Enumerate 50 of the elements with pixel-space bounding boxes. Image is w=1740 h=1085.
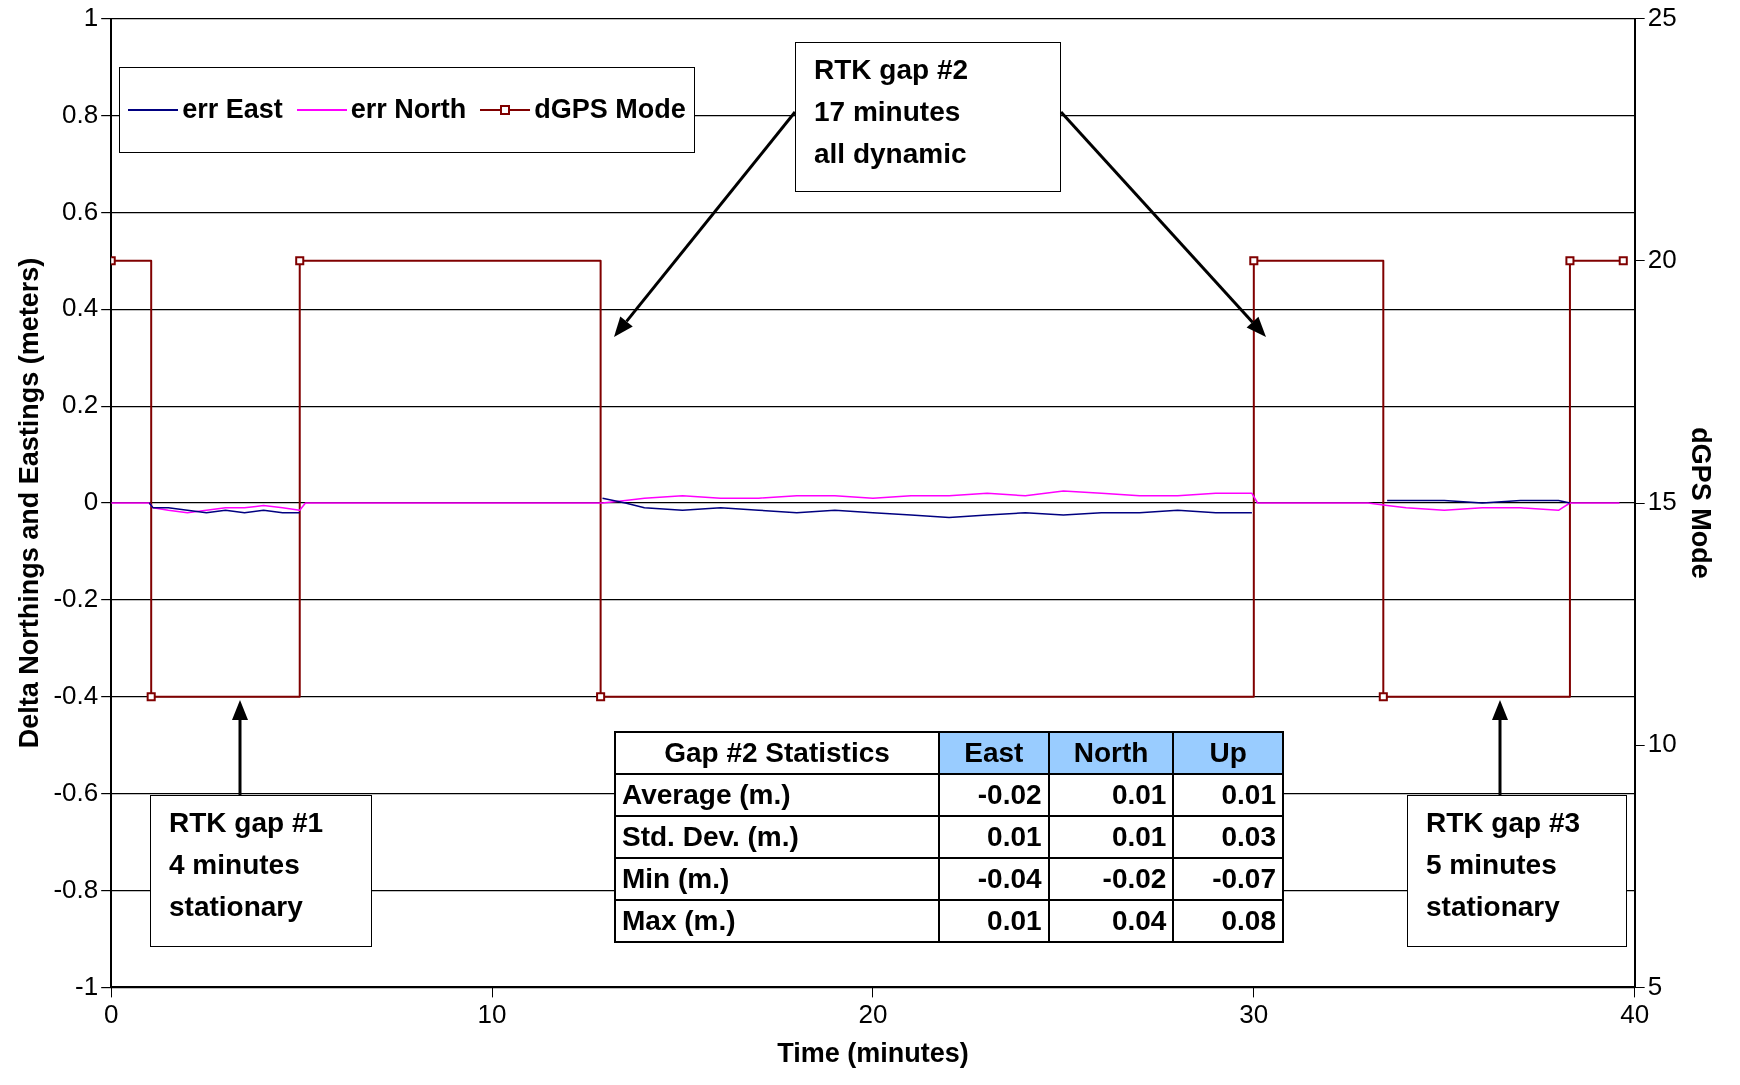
annotation: -0.02 [939,774,1049,816]
annotation: Up [1173,732,1283,774]
annotation: East [939,732,1049,774]
annotation: Std. Dev. (m.) [615,816,939,858]
text-box: RTK gap #3 5 minutes stationary [1407,795,1627,947]
y-tick-label: -0.8 [53,873,99,904]
y-tick-label: 0.8 [62,98,99,129]
legend-label: err East [182,94,283,126]
annotation: 0.08 [1173,900,1283,942]
y2-tick-label: 10 [1647,728,1677,759]
x-tick-label: 0 [103,999,119,1030]
y-tick-label: -1 [75,970,99,1001]
y-tick-label: -0.4 [53,679,99,710]
y-tick-label: 0.4 [62,292,99,323]
y2-tick-label: 20 [1647,243,1677,274]
y-tick-label: 0.2 [62,389,99,420]
annotation: North [1048,732,1174,774]
annotation: -0.02 [1048,858,1174,900]
x-tick-label: 20 [858,999,888,1030]
y-tick-label: -0.2 [53,583,99,614]
y-axis-title: Delta Northings and Eastings (meters) [13,257,44,749]
annotation: -0.07 [1173,858,1283,900]
y-tick-label: 0 [83,486,99,517]
legend-label: dGPS Mode [534,94,686,126]
annotation: 0.01 [939,816,1049,858]
x-tick-label: 40 [1620,999,1650,1030]
annotation: 0.01 [1048,774,1174,816]
x-axis-title: Time (minutes) [777,1038,969,1069]
annotation: 0.04 [1048,900,1174,942]
text-box: RTK gap #2 17 minutes all dynamic [795,42,1061,192]
annotation: 0.03 [1173,816,1283,858]
annotation: Min (m.) [615,858,939,900]
annotation: Average (m.) [615,774,939,816]
y2-tick-label: 15 [1647,486,1677,517]
y-tick-label: 0.6 [62,195,99,226]
annotation: Gap #2 Statistics [615,732,939,774]
y2-tick-label: 25 [1647,1,1677,32]
annotation: Max (m.) [615,900,939,942]
annotation: 0.01 [939,900,1049,942]
annotation: -0.04 [939,858,1049,900]
y-tick-label: -0.6 [53,776,99,807]
legend-label: err North [350,94,467,126]
annotation: 0.01 [1173,774,1283,816]
x-tick-label: 10 [477,999,507,1030]
y2-axis-title: dGPS Mode [1686,427,1717,579]
text-box: RTK gap #1 4 minutes stationary [150,795,372,947]
x-tick-label: 30 [1239,999,1269,1030]
y2-tick-label: 5 [1647,970,1663,1001]
annotation: 0.01 [1048,816,1174,858]
y-tick-label: 1 [83,1,99,32]
